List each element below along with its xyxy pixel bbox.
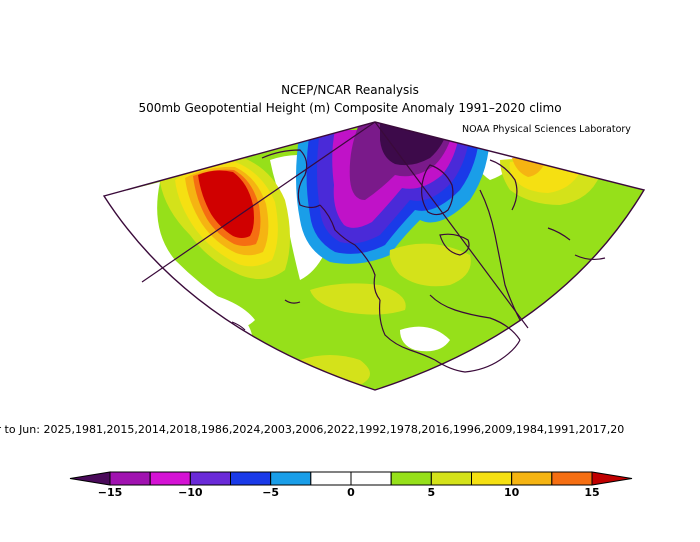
colorbar-under-arrow	[69, 471, 111, 486]
meridian-west	[141, 121, 376, 283]
colorbar-label: −15	[97, 486, 123, 499]
colorbar-bin	[551, 471, 593, 486]
meridian-east	[374, 121, 529, 329]
agency-label: NOAA Physical Sciences Laboratory	[462, 124, 631, 135]
colorbar-bin	[230, 471, 272, 486]
coastlines	[231, 149, 606, 373]
field-pos-east	[389, 243, 471, 287]
field-neutral-mexico	[400, 326, 450, 352]
colorbar-bin	[430, 471, 473, 486]
colorbar-over-arrow	[591, 471, 633, 486]
colorbar-bin	[109, 471, 151, 486]
colorbar-bin	[270, 471, 312, 486]
colorbar-bin	[149, 471, 191, 486]
colorbar-bin	[350, 471, 392, 486]
colorbar-label: 15	[584, 486, 600, 499]
colorbar-bin	[189, 471, 231, 486]
colorbar-bin	[390, 471, 432, 486]
title-line-2: 500mb Geopotential Height (m) Composite …	[138, 101, 562, 115]
colorbar-bin	[471, 471, 513, 486]
anomaly-map	[102, 121, 646, 391]
title-line-1: NCEP/NCAR Reanalysis	[281, 83, 419, 97]
colorbar-label: 5	[427, 486, 436, 499]
colorbar-bin	[511, 471, 553, 486]
colorbar-bin	[310, 471, 352, 486]
colorbar-label: −10	[178, 486, 203, 499]
colorbar-label: −5	[262, 486, 280, 499]
field-pos-central	[310, 283, 406, 315]
colorbar-label: 10	[504, 486, 520, 499]
colorbar-label: 0	[347, 486, 355, 499]
composite-years: Apr to Jun: 2025,1981,2015,2014,2018,198…	[0, 423, 625, 436]
field-max-pos-pacific	[198, 170, 254, 238]
map-border	[102, 121, 646, 391]
